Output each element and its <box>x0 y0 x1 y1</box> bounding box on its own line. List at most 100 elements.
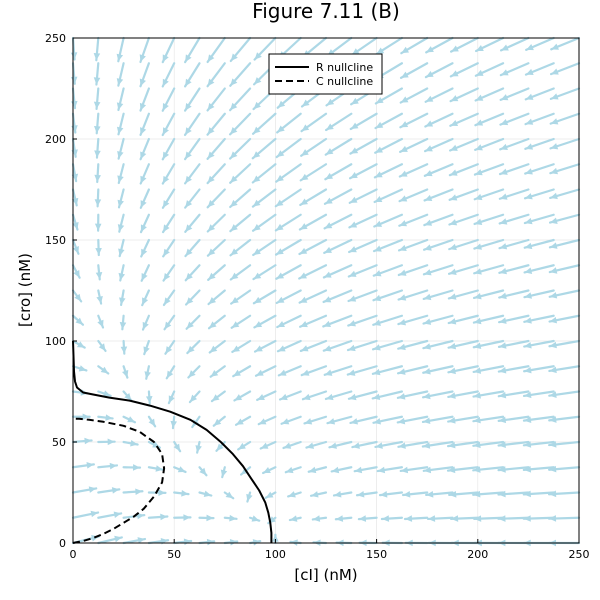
vector-arrow-head <box>550 93 559 100</box>
vector-arrow-head <box>523 515 531 522</box>
vector-arrow-head <box>377 466 386 474</box>
vector-arrow-head <box>255 345 263 352</box>
vector-arrow-head <box>354 466 363 474</box>
vector-arrow-head <box>230 53 238 61</box>
vector-arrow-head <box>141 273 148 281</box>
vector-arrow-head <box>162 175 170 184</box>
vector-arrow-head <box>102 390 111 397</box>
vector-arrow-head <box>299 272 307 279</box>
vector-arrow-head <box>207 127 215 135</box>
vector-arrow-head <box>399 220 408 227</box>
vector-arrow-head <box>474 169 483 176</box>
vector-arrow-head <box>117 224 125 232</box>
vector-arrow-head <box>162 200 170 208</box>
vector-arrow-head <box>524 267 533 274</box>
vector-arrow-head <box>550 167 559 175</box>
vector-arrow-head <box>188 370 196 378</box>
vector-arrow-head <box>230 248 239 256</box>
y-tick-label: 100 <box>45 335 66 348</box>
vector-arrow-head <box>550 118 559 125</box>
vector-arrow-head <box>209 345 218 353</box>
vector-arrow-head <box>423 293 432 301</box>
vector-arrow-head <box>474 218 483 225</box>
vector-arrow-head <box>549 490 557 498</box>
vector-arrow-head <box>230 151 238 159</box>
vector-arrow-head <box>253 272 262 280</box>
vector-arrow-head <box>170 420 178 429</box>
vector-arrow-head <box>398 318 407 326</box>
vector-arrow-head <box>523 465 532 473</box>
vector-arrow-head <box>229 539 238 546</box>
vector-arrow-head <box>109 462 117 470</box>
vector-arrow-head <box>372 393 381 401</box>
x-tick-label: 0 <box>70 548 77 561</box>
vector-arrow-head <box>276 272 285 279</box>
vector-arrow-head <box>186 297 194 305</box>
vector-arrow-head <box>349 246 357 253</box>
vector-arrow-head <box>236 418 244 425</box>
vector-arrow-head <box>213 418 222 426</box>
vector-arrow-head <box>253 248 261 255</box>
vector-arrow-head <box>143 346 150 355</box>
vector-arrow-head <box>276 296 285 303</box>
vector-arrow-head <box>475 94 484 101</box>
vector-arrow-head <box>260 442 269 449</box>
vector-arrow-head <box>211 394 220 402</box>
vector-arrow-head <box>301 124 310 132</box>
vector-arrow-head <box>449 169 458 176</box>
vector-arrow-head <box>524 342 532 349</box>
vector-arrow-head <box>207 54 215 62</box>
vector-arrow-head <box>93 52 101 61</box>
vector-arrow-head <box>210 369 219 377</box>
vector-arrow-head <box>254 52 262 60</box>
vector-arrow-head <box>93 77 101 85</box>
vector-arrow-head <box>500 119 509 126</box>
vector-arrow-head <box>476 44 484 52</box>
vector-arrow-head <box>258 418 267 425</box>
vector-arrow-head <box>375 442 383 449</box>
vector-arrow-head <box>324 222 333 229</box>
vector-arrow-head <box>122 369 129 378</box>
vector-arrow-head <box>299 223 308 230</box>
vector-arrow-head <box>326 123 334 131</box>
vector-arrow-head <box>132 464 141 471</box>
vector-arrow-head <box>358 515 367 522</box>
vector-arrow-head <box>473 416 481 424</box>
vector-arrow-head <box>231 296 239 304</box>
y-tick-label: 200 <box>45 133 66 146</box>
vector-arrow-head <box>447 466 456 474</box>
vector-arrow-head <box>323 296 332 303</box>
vector-arrow-head <box>375 146 383 153</box>
vector-arrow-head <box>423 466 432 474</box>
vector-arrow-head <box>424 244 432 251</box>
vector-arrow-head <box>326 98 335 106</box>
vector-arrow-head <box>425 95 434 102</box>
vector-arrow-head <box>283 442 292 449</box>
vector-arrow-head <box>107 438 115 446</box>
vector-arrow-head <box>311 491 319 498</box>
vector-arrow-head <box>549 242 558 249</box>
vector-arrow-head <box>403 491 411 498</box>
vector-arrow-head <box>229 514 237 522</box>
legend-box <box>268 53 383 95</box>
vector-arrow-head <box>374 245 382 252</box>
vector-arrow-head <box>185 272 193 281</box>
vector-arrow-head <box>523 490 531 498</box>
vector-arrow-head <box>288 491 296 498</box>
vector-arrow-head <box>474 268 482 275</box>
vector-arrow-head <box>177 466 186 473</box>
vector-arrow-head <box>185 102 192 111</box>
vector-arrow-head <box>397 393 406 400</box>
vector-arrow-head <box>302 393 311 401</box>
vector-arrow-head <box>324 369 333 376</box>
vector-arrow-head <box>230 175 238 183</box>
vector-arrow-head <box>374 196 383 203</box>
vector-arrow-head <box>116 126 124 135</box>
vector-arrow-head <box>401 46 410 54</box>
vector-arrow-head <box>164 321 172 330</box>
vector-arrow-head <box>94 150 101 158</box>
vector-arrow-head <box>549 292 558 299</box>
vector-arrow-head <box>183 514 191 521</box>
vector-arrow-head <box>142 297 149 306</box>
vector-arrow-head <box>550 217 558 224</box>
